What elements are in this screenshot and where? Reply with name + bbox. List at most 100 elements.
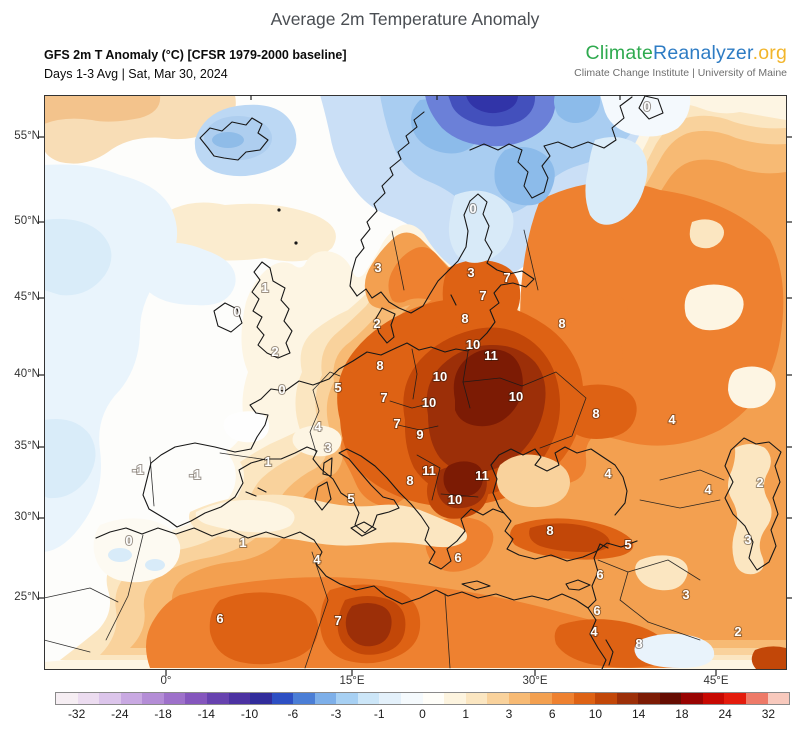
colorbar-segment <box>702 693 725 704</box>
colorbar-tick-label: 3 <box>505 707 513 721</box>
anomaly-value-label: 10 <box>448 492 462 507</box>
colorbar-segment <box>659 693 682 704</box>
anomaly-value-label: 11 <box>484 348 498 363</box>
colorbar-segment <box>314 693 337 704</box>
anomaly-value-label: 8 <box>376 358 383 373</box>
lon-label: 0° <box>160 675 172 687</box>
anomaly-value-label: 10 <box>466 337 480 352</box>
anomaly-value-label: -1 <box>189 467 201 482</box>
anomaly-value-label: 2 <box>756 475 763 490</box>
anomaly-value-label: 0 <box>278 382 285 397</box>
anomaly-value-label: 0 <box>233 304 240 319</box>
colorbar-segment <box>724 693 746 704</box>
anomaly-value-label: 6 <box>216 611 223 626</box>
colorbar-tick-label: 24 <box>718 707 732 721</box>
anomaly-value-label: 6 <box>454 550 461 565</box>
colorbar-segment <box>530 693 552 704</box>
climate-reanalyzer-logo[interactable]: ClimateReanalyzer.org <box>586 42 787 65</box>
colorbar-tick-label: -3 <box>330 707 342 721</box>
anomaly-value-label: 8 <box>635 636 642 651</box>
colorbar-segment <box>206 693 229 704</box>
colorbar-tick-label: -6 <box>287 707 299 721</box>
anomaly-value-label: 1 <box>264 454 271 469</box>
lat-label: 45°N <box>14 291 40 303</box>
anomaly-value-label: 2 <box>734 624 741 639</box>
colorbar-tick-label: -24 <box>111 707 129 721</box>
anomaly-value-label: 8 <box>461 311 468 326</box>
logo-org: .org <box>752 42 787 64</box>
colorbar-segment <box>767 693 790 704</box>
colorbar-tick-label: 6 <box>548 707 556 721</box>
colorbar-segment <box>99 693 121 704</box>
colorbar-segment <box>163 693 186 704</box>
lon-label: 30°E <box>522 675 548 687</box>
colorbar-tick-label: 18 <box>675 707 689 721</box>
colorbar-segment <box>465 693 488 704</box>
anomaly-value-label: 5 <box>334 380 341 395</box>
colorbar-segment <box>271 693 294 704</box>
colorbar-tick-label: 0 <box>419 707 426 721</box>
anomaly-value-label: 8 <box>406 473 413 488</box>
product-title: GFS 2m T Anomaly (°C) [CFSR 1979-2000 ba… <box>44 48 347 62</box>
lon-label: 15°E <box>339 675 365 687</box>
colorbar-tick-label: 32 <box>761 707 776 721</box>
lat-label: 25°N <box>14 591 40 603</box>
anomaly-value-label: 3 <box>374 260 381 275</box>
anomaly-value-label: 3 <box>744 532 751 547</box>
page-title: Average 2m Temperature Anomaly <box>270 9 540 29</box>
anomaly-value-label: 4 <box>313 552 321 567</box>
colorbar-tick-label: 14 <box>631 707 646 721</box>
colorbar-segment <box>379 693 401 704</box>
anomaly-value-label: 4 <box>590 624 598 639</box>
colorbar-tick-label: -32 <box>67 707 86 721</box>
anomaly-value-label: 3 <box>467 265 474 280</box>
colorbar-segment <box>573 693 596 704</box>
anomaly-value-label: 1 <box>261 280 268 295</box>
country-borders <box>44 229 725 669</box>
colorbar-segment <box>336 693 358 704</box>
anomaly-value-label: 10 <box>422 395 436 410</box>
lat-label: 50°N <box>14 215 40 227</box>
colorbar-segment <box>422 693 445 704</box>
logo-reanalyzer: Reanalyzer <box>653 42 753 64</box>
anomaly-value-label: 9 <box>416 427 423 442</box>
anomaly-value-label: 7 <box>479 288 486 303</box>
anomaly-value-label: 5 <box>624 537 631 552</box>
colorbar-tick-label: 10 <box>588 707 603 721</box>
anomaly-value-label: 7 <box>380 390 387 405</box>
colorbar-segment <box>595 693 617 704</box>
anomaly-value-label: 10 <box>509 389 523 404</box>
colorbar-segment <box>357 693 380 704</box>
anomaly-value-label: 8 <box>592 406 599 421</box>
anomaly-value-label: 0 <box>125 533 132 548</box>
anomaly-value-label: 4 <box>604 466 612 481</box>
colorbar-tick-label: -18 <box>154 707 172 721</box>
colorbar-segment <box>120 693 143 704</box>
colorbar-segment <box>293 693 315 704</box>
colorbar-tick-label: 1 <box>462 707 470 721</box>
map-frame <box>44 95 787 670</box>
colorbar-segment <box>681 693 703 704</box>
coastlines <box>95 95 782 670</box>
colorbar-segment <box>638 693 660 704</box>
logo-climate: Climate <box>585 42 654 64</box>
anomaly-value-label: 4 <box>314 419 322 434</box>
anomaly-value-label: 5 <box>347 491 354 506</box>
colorbar-segment <box>401 693 423 704</box>
anomaly-value-label: 6 <box>596 567 603 582</box>
colorbar-segment <box>616 693 639 704</box>
colorbar-segment <box>551 693 574 704</box>
colorbar-segment <box>56 693 78 704</box>
lon-label: 45°E <box>703 675 729 687</box>
product-date-line: Days 1-3 Avg | Sat, Mar 30, 2024 <box>44 67 228 81</box>
lat-label: 35°N <box>14 440 40 452</box>
anomaly-value-label: 8 <box>558 316 565 331</box>
anomaly-value-label: 4 <box>704 482 712 497</box>
colorbar-tick-label: -1 <box>373 707 385 721</box>
anomaly-value-label: 0 <box>643 99 650 114</box>
colorbar <box>55 692 790 705</box>
anomaly-value-label: 3 <box>324 440 331 455</box>
anomaly-value-label: 7 <box>503 270 510 285</box>
anomaly-value-label: 1 <box>239 535 246 550</box>
